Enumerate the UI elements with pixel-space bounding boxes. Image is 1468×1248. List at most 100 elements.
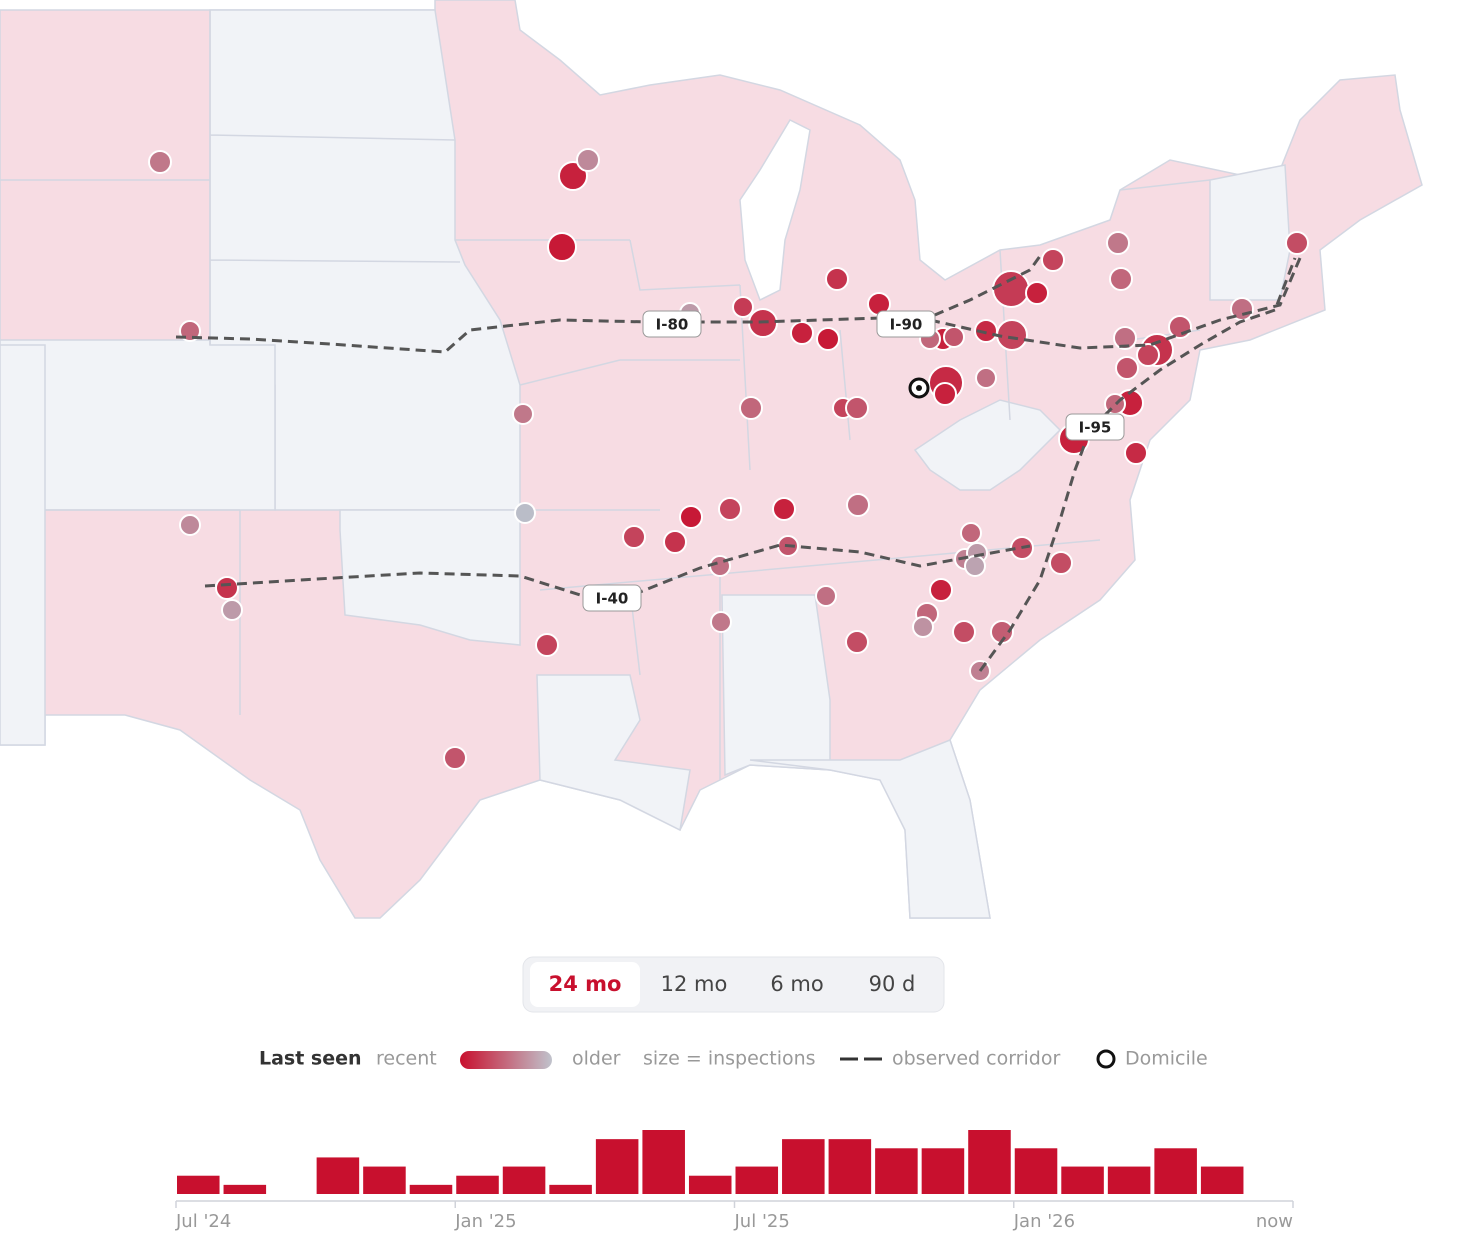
corridors: I-80 I-90 I-95 I-40: [175, 255, 1302, 672]
location-dot: [576, 148, 600, 172]
legend: Last seen recent older size = inspection…: [259, 1048, 1208, 1070]
location-dot: [1049, 551, 1073, 575]
location-dot: [1106, 231, 1130, 255]
location-dot: [443, 746, 467, 770]
location-dot: [1136, 343, 1160, 367]
selector-active: [530, 962, 640, 1007]
location-dot: [933, 382, 957, 406]
location-dot: [179, 514, 201, 536]
bar: [1154, 1148, 1197, 1194]
location-dot: [622, 525, 646, 549]
location-dot: [1115, 356, 1139, 380]
range-option[interactable]: 24 mo: [549, 972, 622, 996]
x-tick-label: Jul '24: [175, 1211, 231, 1232]
location-dot: [912, 616, 934, 638]
x-tick-label: now: [1256, 1211, 1293, 1232]
location-dot: [992, 270, 1030, 308]
state-region: [536, 674, 691, 832]
location-dot: [535, 633, 559, 657]
location-dot: [1113, 326, 1137, 350]
bar: [363, 1166, 406, 1194]
state-region: [749, 739, 991, 919]
range-option[interactable]: 12 mo: [661, 972, 728, 996]
bar: [875, 1148, 918, 1194]
bar: [456, 1175, 499, 1194]
corridor-label: I-90: [890, 316, 923, 334]
location-dot: [1109, 267, 1133, 291]
location-dot: [772, 497, 796, 521]
legend-older: older: [572, 1048, 621, 1070]
corridor-label-box: [642, 310, 702, 338]
location-dot: [148, 150, 172, 174]
range-selector: 24 mo 12 mo 6 mo 90 d: [522, 956, 945, 1013]
histogram: Jul '24 Jan '25 Jul '25 Jan '26 now: [175, 1130, 1294, 1232]
location-dot: [964, 555, 986, 577]
bar: [782, 1139, 825, 1194]
location-dot: [1025, 281, 1049, 305]
location-dot: [846, 493, 870, 517]
bar: [688, 1175, 732, 1194]
location-dot: [1041, 248, 1065, 272]
location-dot: [547, 232, 577, 262]
bar: [968, 1130, 1011, 1194]
location-dot: [215, 576, 239, 600]
lake: [739, 119, 811, 302]
bar: [502, 1166, 546, 1194]
bar: [642, 1130, 685, 1194]
map: [0, 0, 1423, 919]
bar: [595, 1139, 639, 1194]
bar: [1107, 1166, 1151, 1194]
bar: [549, 1184, 592, 1194]
location-dot: [816, 327, 840, 351]
legend-domicile-swatch: [1096, 1049, 1116, 1069]
x-tick-label: Jan '25: [454, 1211, 516, 1232]
legend-size: size = inspections: [643, 1048, 816, 1070]
corridor-label-box: [1065, 413, 1125, 441]
corridor-label: I-95: [1079, 419, 1112, 437]
x-tick-label: Jul '25: [734, 1211, 790, 1232]
state-region: [913, 399, 1062, 491]
range-option[interactable]: 6 mo: [770, 972, 823, 996]
bar: [409, 1184, 453, 1194]
legend-domicile: Domicile: [1125, 1048, 1208, 1070]
state-region: [1209, 164, 1291, 301]
corridor-label: I-40: [596, 590, 629, 608]
bar: [177, 1175, 220, 1194]
location-dot: [825, 267, 849, 291]
corridor-label: I-80: [656, 316, 689, 334]
state-region: [721, 594, 831, 777]
locations: [148, 148, 1309, 770]
corridor-label-box: [876, 310, 936, 338]
location-dot: [1285, 231, 1309, 255]
location-dot: [718, 497, 742, 521]
legend-gradient: [460, 1051, 552, 1069]
location-dot: [952, 620, 976, 644]
state-region: [339, 509, 521, 646]
corridor-label-box: [582, 584, 642, 612]
legend-corridor: observed corridor: [892, 1048, 1060, 1070]
location-dot: [1168, 315, 1192, 339]
x-tick-label: Jan '26: [1013, 1211, 1075, 1232]
location-dot: [739, 396, 763, 420]
bar: [316, 1157, 360, 1194]
location-dot: [815, 585, 837, 607]
bar: [223, 1184, 267, 1194]
location-dot: [514, 502, 536, 524]
legend-recent: recent: [376, 1048, 437, 1070]
location-dot: [710, 611, 732, 633]
location-dot: [975, 367, 997, 389]
corridor-line: [204, 543, 1031, 600]
location-dot: [790, 321, 814, 345]
bar: [1014, 1148, 1058, 1194]
range-option[interactable]: 90 d: [869, 972, 916, 996]
legend-title: Last seen: [259, 1048, 362, 1070]
location-dot: [960, 522, 982, 544]
location-dot: [558, 161, 588, 191]
location-dot: [929, 578, 953, 602]
location-dot: [221, 599, 243, 621]
bar: [921, 1148, 965, 1194]
location-dot: [679, 505, 703, 529]
location-dot: [845, 630, 869, 654]
location-dot: [732, 296, 754, 318]
